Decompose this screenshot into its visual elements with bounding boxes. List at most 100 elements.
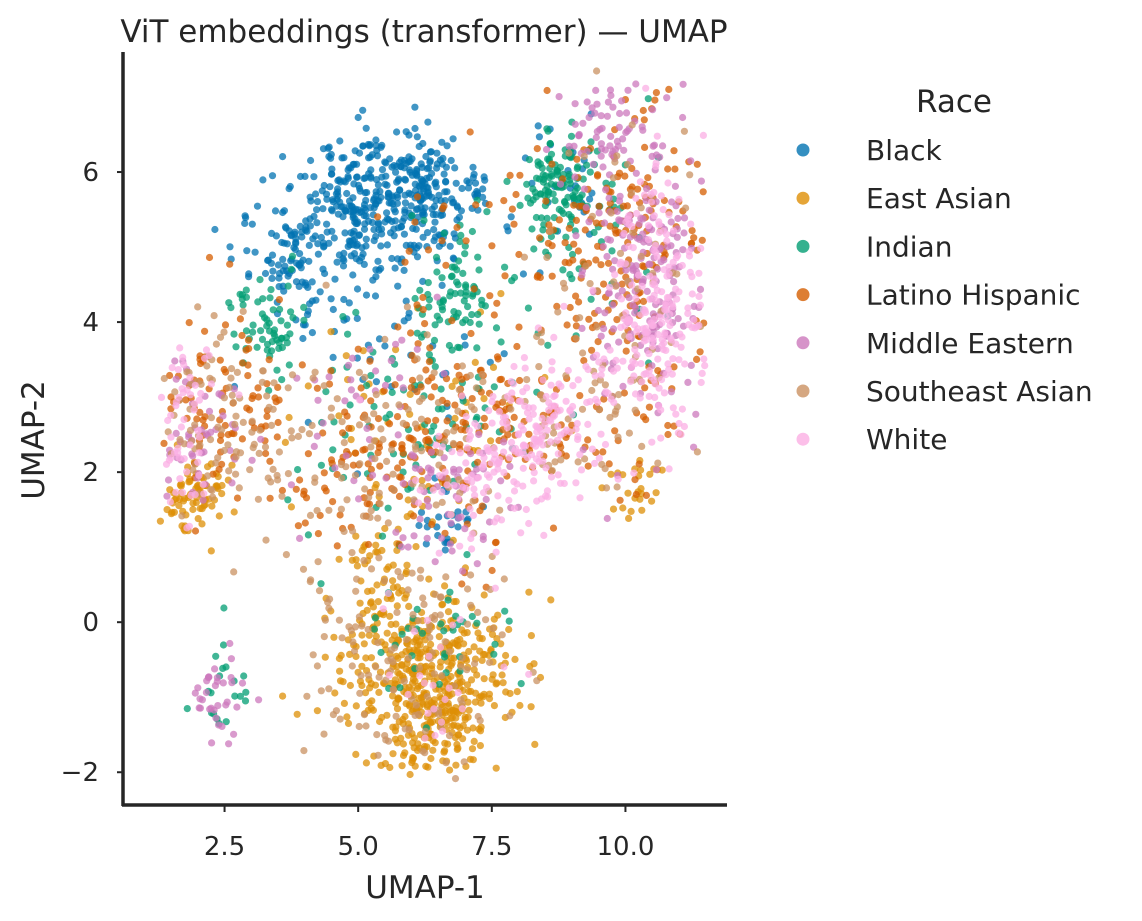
data-point: [657, 434, 665, 442]
data-point: [212, 714, 220, 722]
data-point: [239, 301, 247, 309]
data-point: [266, 457, 274, 465]
data-point: [451, 734, 460, 742]
data-point: [411, 103, 419, 111]
data-point: [395, 492, 404, 500]
data-point: [230, 568, 238, 576]
data-point: [426, 344, 434, 352]
data-point: [407, 329, 415, 337]
data-point: [398, 445, 406, 453]
data-point: [628, 189, 636, 197]
data-point: [548, 467, 556, 475]
data-point: [575, 202, 583, 210]
data-point: [423, 497, 431, 505]
data-point: [543, 86, 551, 95]
data-point: [458, 375, 466, 383]
data-point: [447, 156, 455, 165]
data-point: [277, 317, 285, 325]
data-point: [312, 190, 320, 198]
data-point: [638, 442, 646, 450]
data-point: [337, 505, 345, 513]
data-point: [663, 237, 671, 245]
data-point: [663, 94, 671, 102]
data-point: [279, 208, 287, 217]
data-point: [490, 650, 498, 658]
data-point: [284, 496, 292, 504]
data-point: [335, 555, 343, 563]
series-southeast-asian: [160, 67, 705, 783]
data-point: [190, 406, 198, 414]
data-point: [504, 227, 512, 235]
data-point: [429, 486, 437, 494]
data-point: [615, 391, 623, 399]
data-point: [391, 264, 399, 272]
data-point: [371, 614, 379, 622]
data-point: [345, 202, 353, 210]
data-point: [652, 151, 661, 159]
data-point: [294, 432, 302, 440]
data-point: [304, 382, 312, 390]
data-point: [412, 476, 420, 484]
data-point: [365, 170, 373, 178]
data-point: [273, 471, 281, 480]
data-point: [680, 214, 689, 222]
data-point: [637, 204, 645, 212]
data-point: [229, 398, 237, 407]
data-point: [232, 448, 241, 456]
data-point: [415, 242, 423, 250]
data-point: [586, 168, 594, 176]
data-point: [262, 536, 270, 544]
data-point: [606, 283, 614, 291]
legend-label: Middle Eastern: [866, 327, 1074, 360]
data-point: [508, 205, 516, 213]
data-point: [378, 532, 387, 540]
data-point: [438, 281, 446, 289]
data-point: [450, 465, 458, 473]
data-point: [606, 142, 614, 150]
data-point: [377, 264, 385, 273]
data-point: [605, 460, 613, 468]
data-point: [432, 196, 440, 205]
data-point: [431, 383, 439, 391]
data-point: [313, 707, 321, 715]
data-point: [382, 474, 390, 482]
data-point: [420, 216, 428, 224]
data-point: [388, 388, 396, 397]
data-point: [309, 235, 317, 243]
data-point: [380, 387, 388, 395]
data-point: [488, 242, 496, 250]
data-point: [461, 419, 470, 428]
data-point: [454, 494, 462, 502]
data-point: [176, 495, 184, 503]
data-point: [241, 697, 250, 705]
data-point: [288, 434, 296, 442]
data-point: [195, 396, 203, 404]
data-point: [438, 672, 446, 680]
legend-label: Indian: [866, 230, 952, 263]
data-point: [435, 472, 443, 480]
data-point: [325, 153, 333, 161]
data-point: [463, 620, 472, 628]
data-point: [482, 616, 490, 624]
data-point: [468, 478, 476, 486]
data-point: [404, 543, 412, 551]
data-point: [389, 750, 397, 758]
data-point: [253, 343, 261, 351]
data-point: [597, 332, 605, 340]
data-point: [245, 270, 253, 278]
data-point: [490, 518, 498, 526]
data-point: [591, 372, 599, 380]
data-point: [592, 256, 600, 264]
data-point: [539, 178, 548, 186]
data-point: [278, 238, 286, 247]
data-point: [320, 382, 328, 390]
data-point: [412, 543, 420, 551]
data-point: [639, 262, 647, 270]
data-point: [314, 250, 322, 258]
data-point: [425, 652, 433, 660]
data-point: [427, 754, 435, 763]
data-point: [206, 436, 215, 444]
data-point: [441, 437, 449, 445]
data-point: [421, 204, 429, 212]
data-point: [436, 643, 445, 652]
